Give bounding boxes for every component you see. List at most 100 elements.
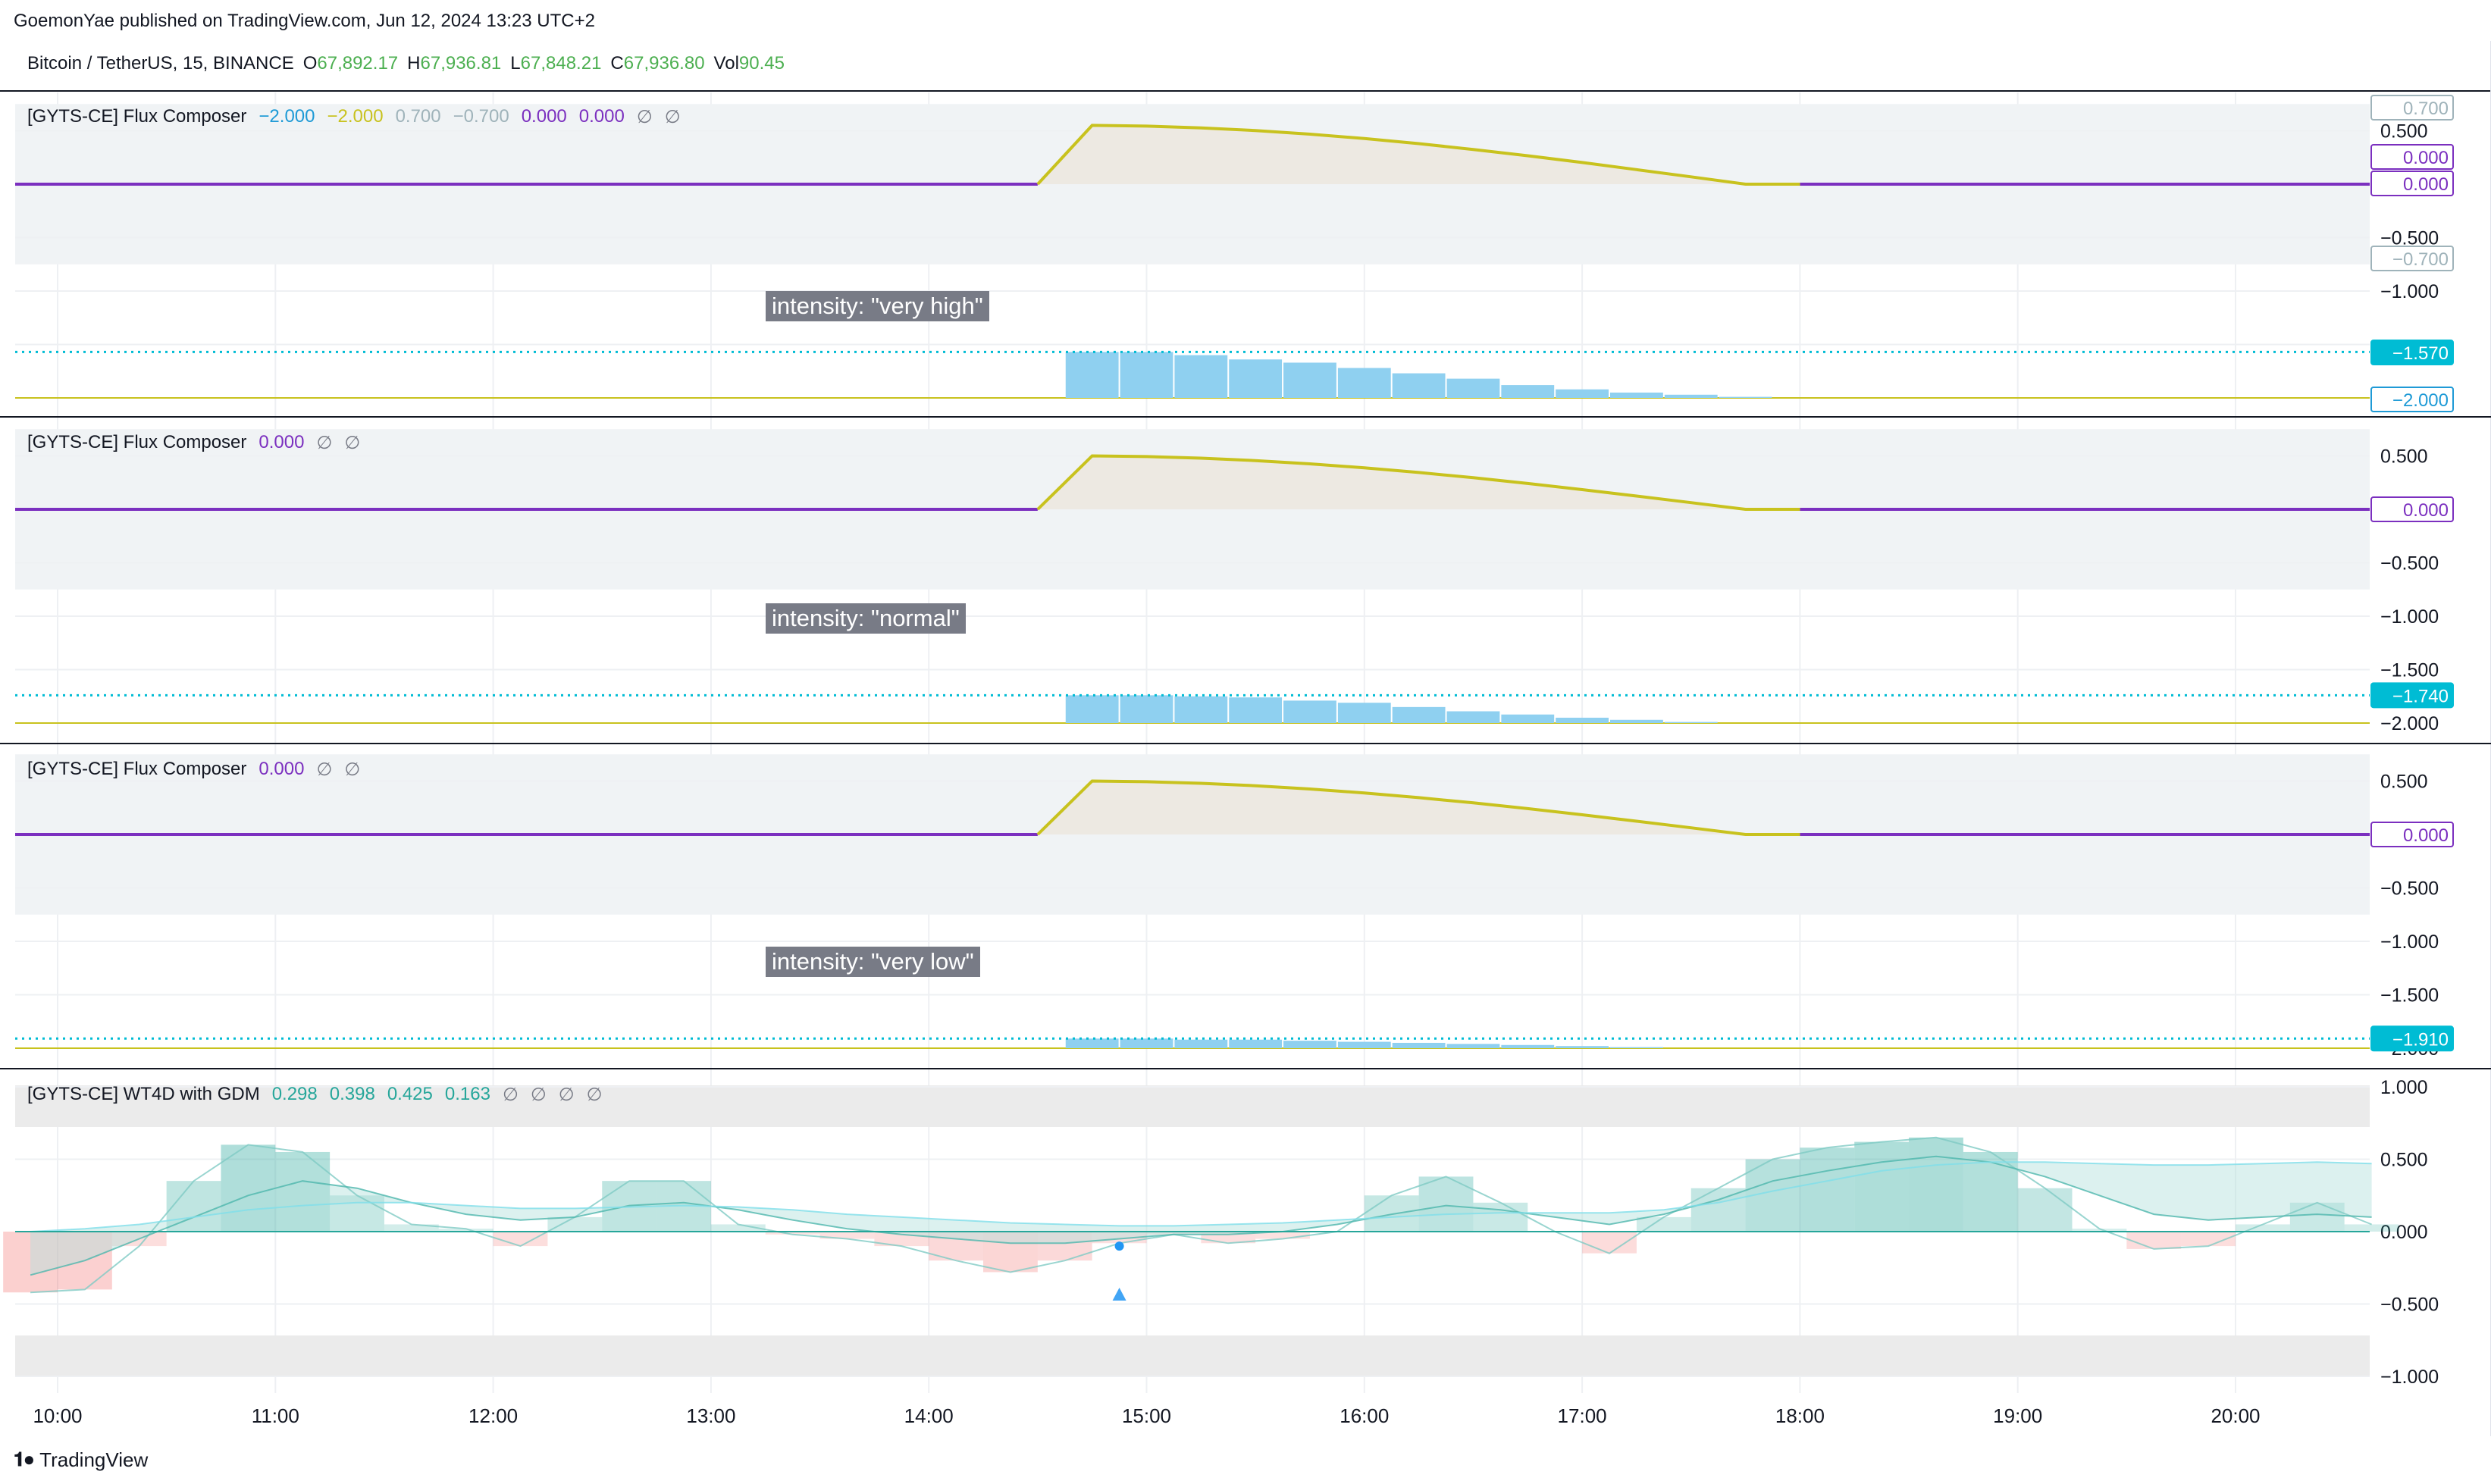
wave-column (330, 1195, 384, 1232)
price-tag (2370, 95, 2454, 121)
trend-line (30, 1161, 2372, 1232)
footer-brand[interactable]: 𝟏● TradingView (14, 1448, 148, 1472)
axis-tick: −0.500 (2380, 553, 2439, 575)
wave-column (166, 1181, 221, 1232)
wave-column (1636, 1216, 1691, 1232)
wave-column (2289, 1202, 2345, 1232)
flux-bar (1446, 1044, 1500, 1048)
wave-column (1582, 1232, 1637, 1254)
wave-column (1690, 1188, 1746, 1232)
wave-fill (1037, 456, 1800, 509)
legend-value: 0.398 (329, 1084, 375, 1104)
axis-tick: 0.500 (2380, 121, 2428, 142)
flux-bar (1174, 696, 1228, 723)
indicator-legend[interactable]: [GYTS-CE] Flux Composer −2.000 −2.000 0.700… (27, 102, 681, 132)
signal-dot-icon (1114, 1241, 1124, 1251)
time-axis-label: 18:00 (1775, 1404, 1825, 1427)
flux-bar (1610, 1047, 1663, 1048)
wave-column (1854, 1141, 1910, 1232)
legend-value: 0.298 (271, 1084, 318, 1104)
flux-bar (1719, 396, 1772, 398)
axis-tick: −1.000 (2380, 1367, 2439, 1388)
flux-bar (1392, 373, 1446, 398)
flux-bar (1283, 1041, 1336, 1048)
flux-bar (1610, 392, 1663, 398)
indicator-legend[interactable]: [GYTS-CE] WT4D with GDM 0.298 0.398 0.425 0.… (27, 1079, 603, 1110)
flux-bar (1556, 717, 1609, 723)
time-axis-label: 11:00 (252, 1404, 299, 1427)
wave-line (30, 1136, 2372, 1294)
wave-fill (1037, 125, 1800, 184)
wave-column (384, 1224, 439, 1232)
flux-bar (1174, 1039, 1228, 1048)
wave-column (1963, 1151, 2018, 1232)
indicator-title[interactable]: [GYTS-CE] Flux Composer (27, 759, 247, 779)
time-axis-label: 15:00 (1122, 1404, 1171, 1427)
wave-line (1036, 779, 1800, 836)
flux-bar (1337, 703, 1391, 723)
volume-label: Vol (713, 53, 739, 74)
wave-column (2072, 1229, 2127, 1232)
flux-bar (1610, 719, 1663, 723)
flux-bar (1501, 1044, 1555, 1048)
indicator-title[interactable]: [GYTS-CE] Flux Composer (27, 432, 247, 452)
indicator-legend[interactable]: [GYTS-CE] Flux Composer 0.000 ∅ ∅ (27, 427, 360, 458)
wave-column (2344, 1224, 2399, 1232)
wave-column (983, 1232, 1038, 1273)
flux-bar (1283, 700, 1336, 723)
open-value: 67,892.17 (317, 53, 399, 74)
wave-column (1255, 1232, 1310, 1239)
price-tag (2370, 822, 2454, 847)
indicator-title[interactable]: [GYTS-CE] Flux Composer (27, 106, 247, 127)
flux-bar (1283, 362, 1336, 398)
empty-value-icon: ∅ (664, 106, 681, 127)
indicator-title[interactable]: [GYTS-CE] WT4D with GDM (27, 1084, 260, 1104)
legend-value: −2.000 (258, 106, 315, 127)
legend-value: 0.000 (258, 759, 305, 779)
wave-column (1800, 1147, 1855, 1232)
flux-bar (1446, 711, 1500, 723)
high-value: 67,936.81 (420, 53, 502, 74)
empty-value-icon: ∅ (530, 1084, 547, 1105)
wave-column (1909, 1137, 1963, 1232)
close-label: C (610, 53, 624, 74)
legend-value: 0.000 (521, 106, 567, 127)
time-axis-label: 13:00 (686, 1404, 735, 1427)
price-tag-label: 0.000 (2403, 174, 2449, 195)
wave-column (1146, 1232, 1202, 1235)
intensity-label: intensity: "very low" (766, 947, 980, 977)
price-tag-label: −1.570 (2392, 343, 2449, 364)
price-tag (2370, 496, 2454, 522)
wave-line (1036, 454, 1800, 511)
flux-bar (1556, 1046, 1609, 1048)
legend-value: 0.700 (395, 106, 441, 127)
axis-tick: −0.500 (2380, 878, 2439, 900)
intensity-label: intensity: "normal" (766, 603, 966, 634)
wave-line (1036, 124, 1800, 186)
flux-bar (1229, 359, 1283, 398)
wave-column (819, 1232, 875, 1239)
buy-triangle-icon (1112, 1288, 1126, 1301)
axis-tick: −1.000 (2380, 931, 2439, 953)
flux-bar (1392, 706, 1446, 723)
indicator-legend[interactable]: [GYTS-CE] Flux Composer 0.000 ∅ ∅ (27, 754, 360, 784)
axis-tick: 0.000 (2380, 1222, 2428, 1243)
flux-bar (1337, 368, 1391, 398)
price-tag (2370, 246, 2454, 271)
wave-column (2017, 1188, 2073, 1232)
price-tag (2370, 387, 2454, 412)
empty-value-icon: ∅ (502, 1084, 519, 1105)
open-label: O (302, 53, 318, 74)
price-tag-label: −1.910 (2392, 1029, 2449, 1050)
price-tag-label: 0.000 (2403, 825, 2449, 846)
time-axis-label: 12:00 (468, 1404, 518, 1427)
empty-value-icon: ∅ (316, 759, 333, 780)
axis-tick: −1.500 (2380, 985, 2439, 1007)
time-axis-label: 16:00 (1340, 1404, 1389, 1427)
low-value: 67,848.21 (520, 53, 602, 74)
axis-tick: −1.000 (2380, 281, 2439, 302)
time-axis-label: 14:00 (904, 1404, 954, 1427)
overbought-band (15, 1085, 2370, 1127)
flux-bar (1501, 385, 1555, 398)
